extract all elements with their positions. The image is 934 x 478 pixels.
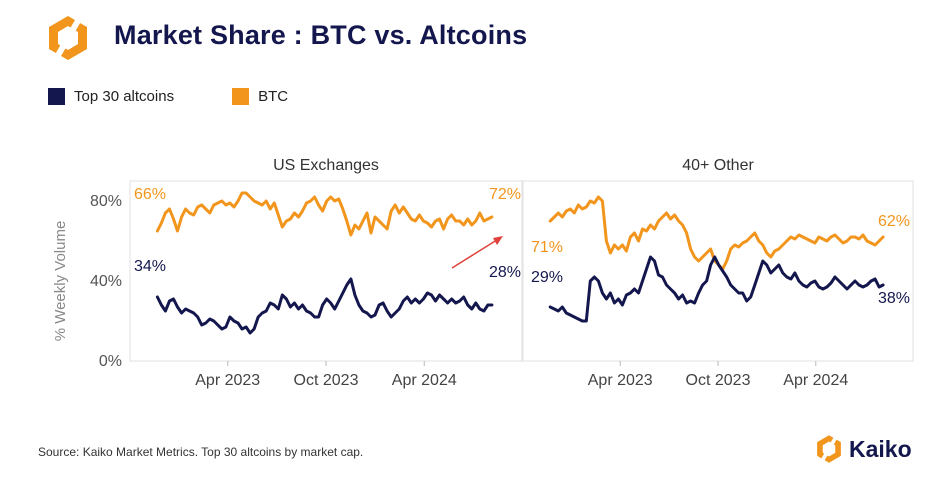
btc-start-label: 71% (531, 239, 563, 256)
brand: Kaiko (814, 434, 912, 464)
altcoins-end-label: 28% (489, 264, 521, 281)
y-tick-label: 40% (90, 273, 122, 290)
btc-start-label: 66% (134, 186, 166, 203)
altcoins-series-line (548, 255, 885, 323)
panel-title: 40+ Other (682, 157, 754, 174)
x-tick-label: Apr 2024 (392, 372, 457, 389)
page-title: Market Share : BTC vs. Altcoins (114, 20, 528, 50)
x-tick-label: Apr 2024 (783, 372, 848, 389)
y-axis-label: % Weekly Volume (52, 221, 69, 342)
legend-label-btc: BTC (258, 88, 289, 105)
kaiko-brand-icon (817, 435, 841, 463)
x-tick-label: Apr 2023 (588, 372, 653, 389)
legend-label-altcoins: Top 30 altcoins (74, 88, 175, 105)
btc-end-label: 62% (878, 213, 910, 230)
panel-frame (129, 180, 523, 362)
trend-arrow-head (493, 236, 503, 245)
trend-arrow-line (451, 237, 501, 269)
x-tick-label: Apr 2023 (195, 372, 260, 389)
legend-item-altcoins: Top 30 altcoins (48, 88, 174, 105)
legend-swatch-btc (232, 88, 250, 105)
altcoins-end-label: 38% (878, 290, 910, 307)
panel-title: US Exchanges (273, 157, 379, 174)
y-tick-label: 80% (90, 193, 122, 210)
altcoins-start-label: 29% (531, 269, 563, 286)
x-tick-label: Oct 2023 (294, 372, 359, 389)
brand-name: Kaiko (849, 435, 912, 462)
chart-legend: Top 30 altcoins BTC (48, 88, 346, 105)
btc-end-label: 72% (489, 186, 521, 203)
y-tick-label: 0% (99, 353, 122, 370)
altcoins-series-line (155, 277, 494, 335)
chart-panel-1: US Exchanges 0% 40% 80% % Weekly Volume Apr 2… (52, 157, 523, 389)
btc-series-line (155, 191, 494, 237)
altcoins-start-label: 34% (134, 258, 166, 275)
x-tick-label: Oct 2023 (686, 372, 751, 389)
legend-item-btc: BTC (232, 88, 288, 105)
legend-swatch-altcoins (48, 88, 65, 105)
chart-panel-2: 40+ Other Apr 2023 Oct 2023 Apr 2024 (522, 157, 914, 389)
source-note: Source: Kaiko Market Metrics. Top 30 alt… (38, 445, 364, 459)
kaiko-logo-icon (49, 15, 87, 61)
